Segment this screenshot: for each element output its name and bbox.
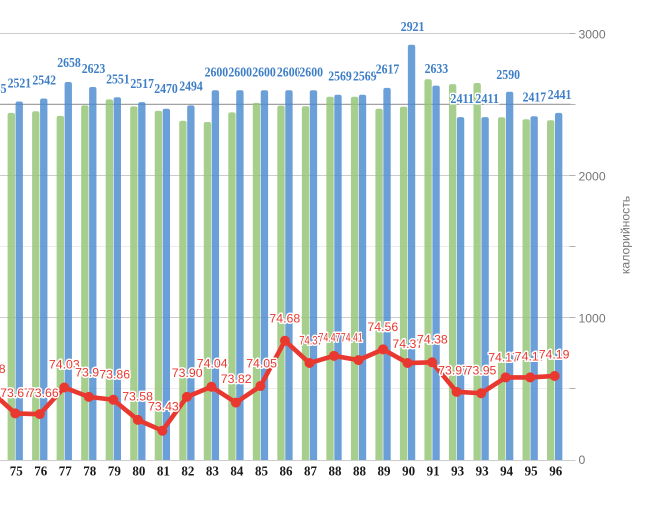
svg-text:74.37: 74.37 bbox=[392, 337, 423, 351]
svg-text:73.82: 73.82 bbox=[221, 372, 252, 386]
svg-text:86: 86 bbox=[279, 463, 292, 478]
svg-text:73.86: 73.86 bbox=[99, 367, 130, 381]
svg-text:73.66: 73.66 bbox=[28, 386, 59, 400]
svg-text:2494: 2494 bbox=[179, 79, 203, 94]
svg-text:90: 90 bbox=[402, 463, 415, 478]
svg-text:85: 85 bbox=[255, 463, 268, 478]
svg-text:2600: 2600 bbox=[228, 64, 252, 79]
svg-text:95: 95 bbox=[525, 463, 538, 478]
svg-text:2633: 2633 bbox=[425, 61, 449, 76]
svg-text:3000: 3000 bbox=[579, 28, 606, 42]
svg-text:87: 87 bbox=[304, 463, 317, 478]
svg-text:2441: 2441 bbox=[548, 87, 572, 102]
svg-text:2623: 2623 bbox=[82, 61, 106, 76]
svg-text:2600: 2600 bbox=[205, 64, 229, 79]
svg-text:74.19: 74.19 bbox=[539, 347, 570, 361]
svg-text:2411: 2411 bbox=[450, 91, 474, 106]
svg-text:2551: 2551 bbox=[106, 71, 130, 86]
svg-text:77: 77 bbox=[59, 463, 72, 478]
svg-text:2417: 2417 bbox=[523, 89, 547, 104]
svg-text:81: 81 bbox=[157, 463, 170, 478]
svg-text:73.58: 73.58 bbox=[122, 389, 153, 403]
svg-text:73.9: 73.9 bbox=[75, 366, 99, 380]
svg-text:2600: 2600 bbox=[252, 64, 276, 79]
svg-text:0: 0 bbox=[579, 453, 586, 467]
svg-text:2470: 2470 bbox=[154, 81, 178, 96]
svg-text:76: 76 bbox=[34, 463, 47, 478]
svg-text:89: 89 bbox=[378, 463, 391, 478]
svg-text:2617: 2617 bbox=[376, 62, 400, 77]
svg-text:74.56: 74.56 bbox=[367, 320, 398, 334]
svg-text:74.03: 74.03 bbox=[49, 357, 80, 371]
svg-text:2517: 2517 bbox=[130, 76, 154, 91]
svg-text:83: 83 bbox=[206, 463, 219, 478]
svg-text:74.41: 74.41 bbox=[341, 330, 363, 344]
svg-text:2569: 2569 bbox=[353, 69, 377, 84]
svg-text:73.98: 73.98 bbox=[0, 362, 6, 376]
svg-text:84: 84 bbox=[230, 463, 243, 478]
svg-text:82: 82 bbox=[181, 463, 194, 478]
svg-text:2600: 2600 bbox=[299, 64, 323, 79]
svg-text:2521: 2521 bbox=[8, 76, 32, 91]
svg-text:73.95: 73.95 bbox=[466, 363, 497, 377]
svg-text:73.97: 73.97 bbox=[438, 363, 469, 377]
svg-text:88: 88 bbox=[353, 463, 366, 478]
svg-text:93: 93 bbox=[451, 463, 464, 478]
svg-text:73.43: 73.43 bbox=[148, 400, 179, 414]
svg-text:74.17: 74.17 bbox=[515, 350, 546, 364]
svg-text:73.67: 73.67 bbox=[0, 386, 31, 400]
svg-text:2455: 2455 bbox=[0, 81, 7, 96]
svg-text:2921: 2921 bbox=[401, 19, 425, 34]
svg-text:74.47: 74.47 bbox=[319, 331, 341, 345]
svg-text:2411: 2411 bbox=[475, 91, 499, 106]
svg-text:2590: 2590 bbox=[496, 67, 520, 82]
svg-text:88: 88 bbox=[329, 463, 342, 478]
svg-text:79: 79 bbox=[108, 463, 121, 478]
svg-text:74.17: 74.17 bbox=[488, 350, 519, 364]
svg-text:96: 96 bbox=[549, 463, 562, 478]
svg-text:2658: 2658 bbox=[57, 55, 81, 70]
svg-text:74.38: 74.38 bbox=[417, 333, 448, 347]
svg-text:2600: 2600 bbox=[277, 64, 301, 79]
svg-text:74.68: 74.68 bbox=[269, 311, 300, 325]
svg-text:94: 94 bbox=[500, 463, 513, 478]
svg-text:74.05: 74.05 bbox=[246, 356, 277, 370]
svg-text:1000: 1000 bbox=[579, 312, 606, 326]
svg-text:2569: 2569 bbox=[328, 69, 352, 84]
svg-text:73.90: 73.90 bbox=[172, 366, 203, 380]
svg-text:калорийность: калорийность bbox=[619, 196, 633, 274]
svg-text:74.37: 74.37 bbox=[299, 333, 323, 347]
svg-text:91: 91 bbox=[427, 463, 440, 478]
svg-text:75: 75 bbox=[10, 463, 23, 478]
svg-text:2542: 2542 bbox=[32, 72, 56, 87]
svg-text:93: 93 bbox=[476, 463, 489, 478]
svg-text:74.04: 74.04 bbox=[197, 356, 228, 370]
svg-text:2000: 2000 bbox=[579, 170, 606, 184]
svg-text:80: 80 bbox=[132, 463, 145, 478]
svg-text:78: 78 bbox=[83, 463, 96, 478]
